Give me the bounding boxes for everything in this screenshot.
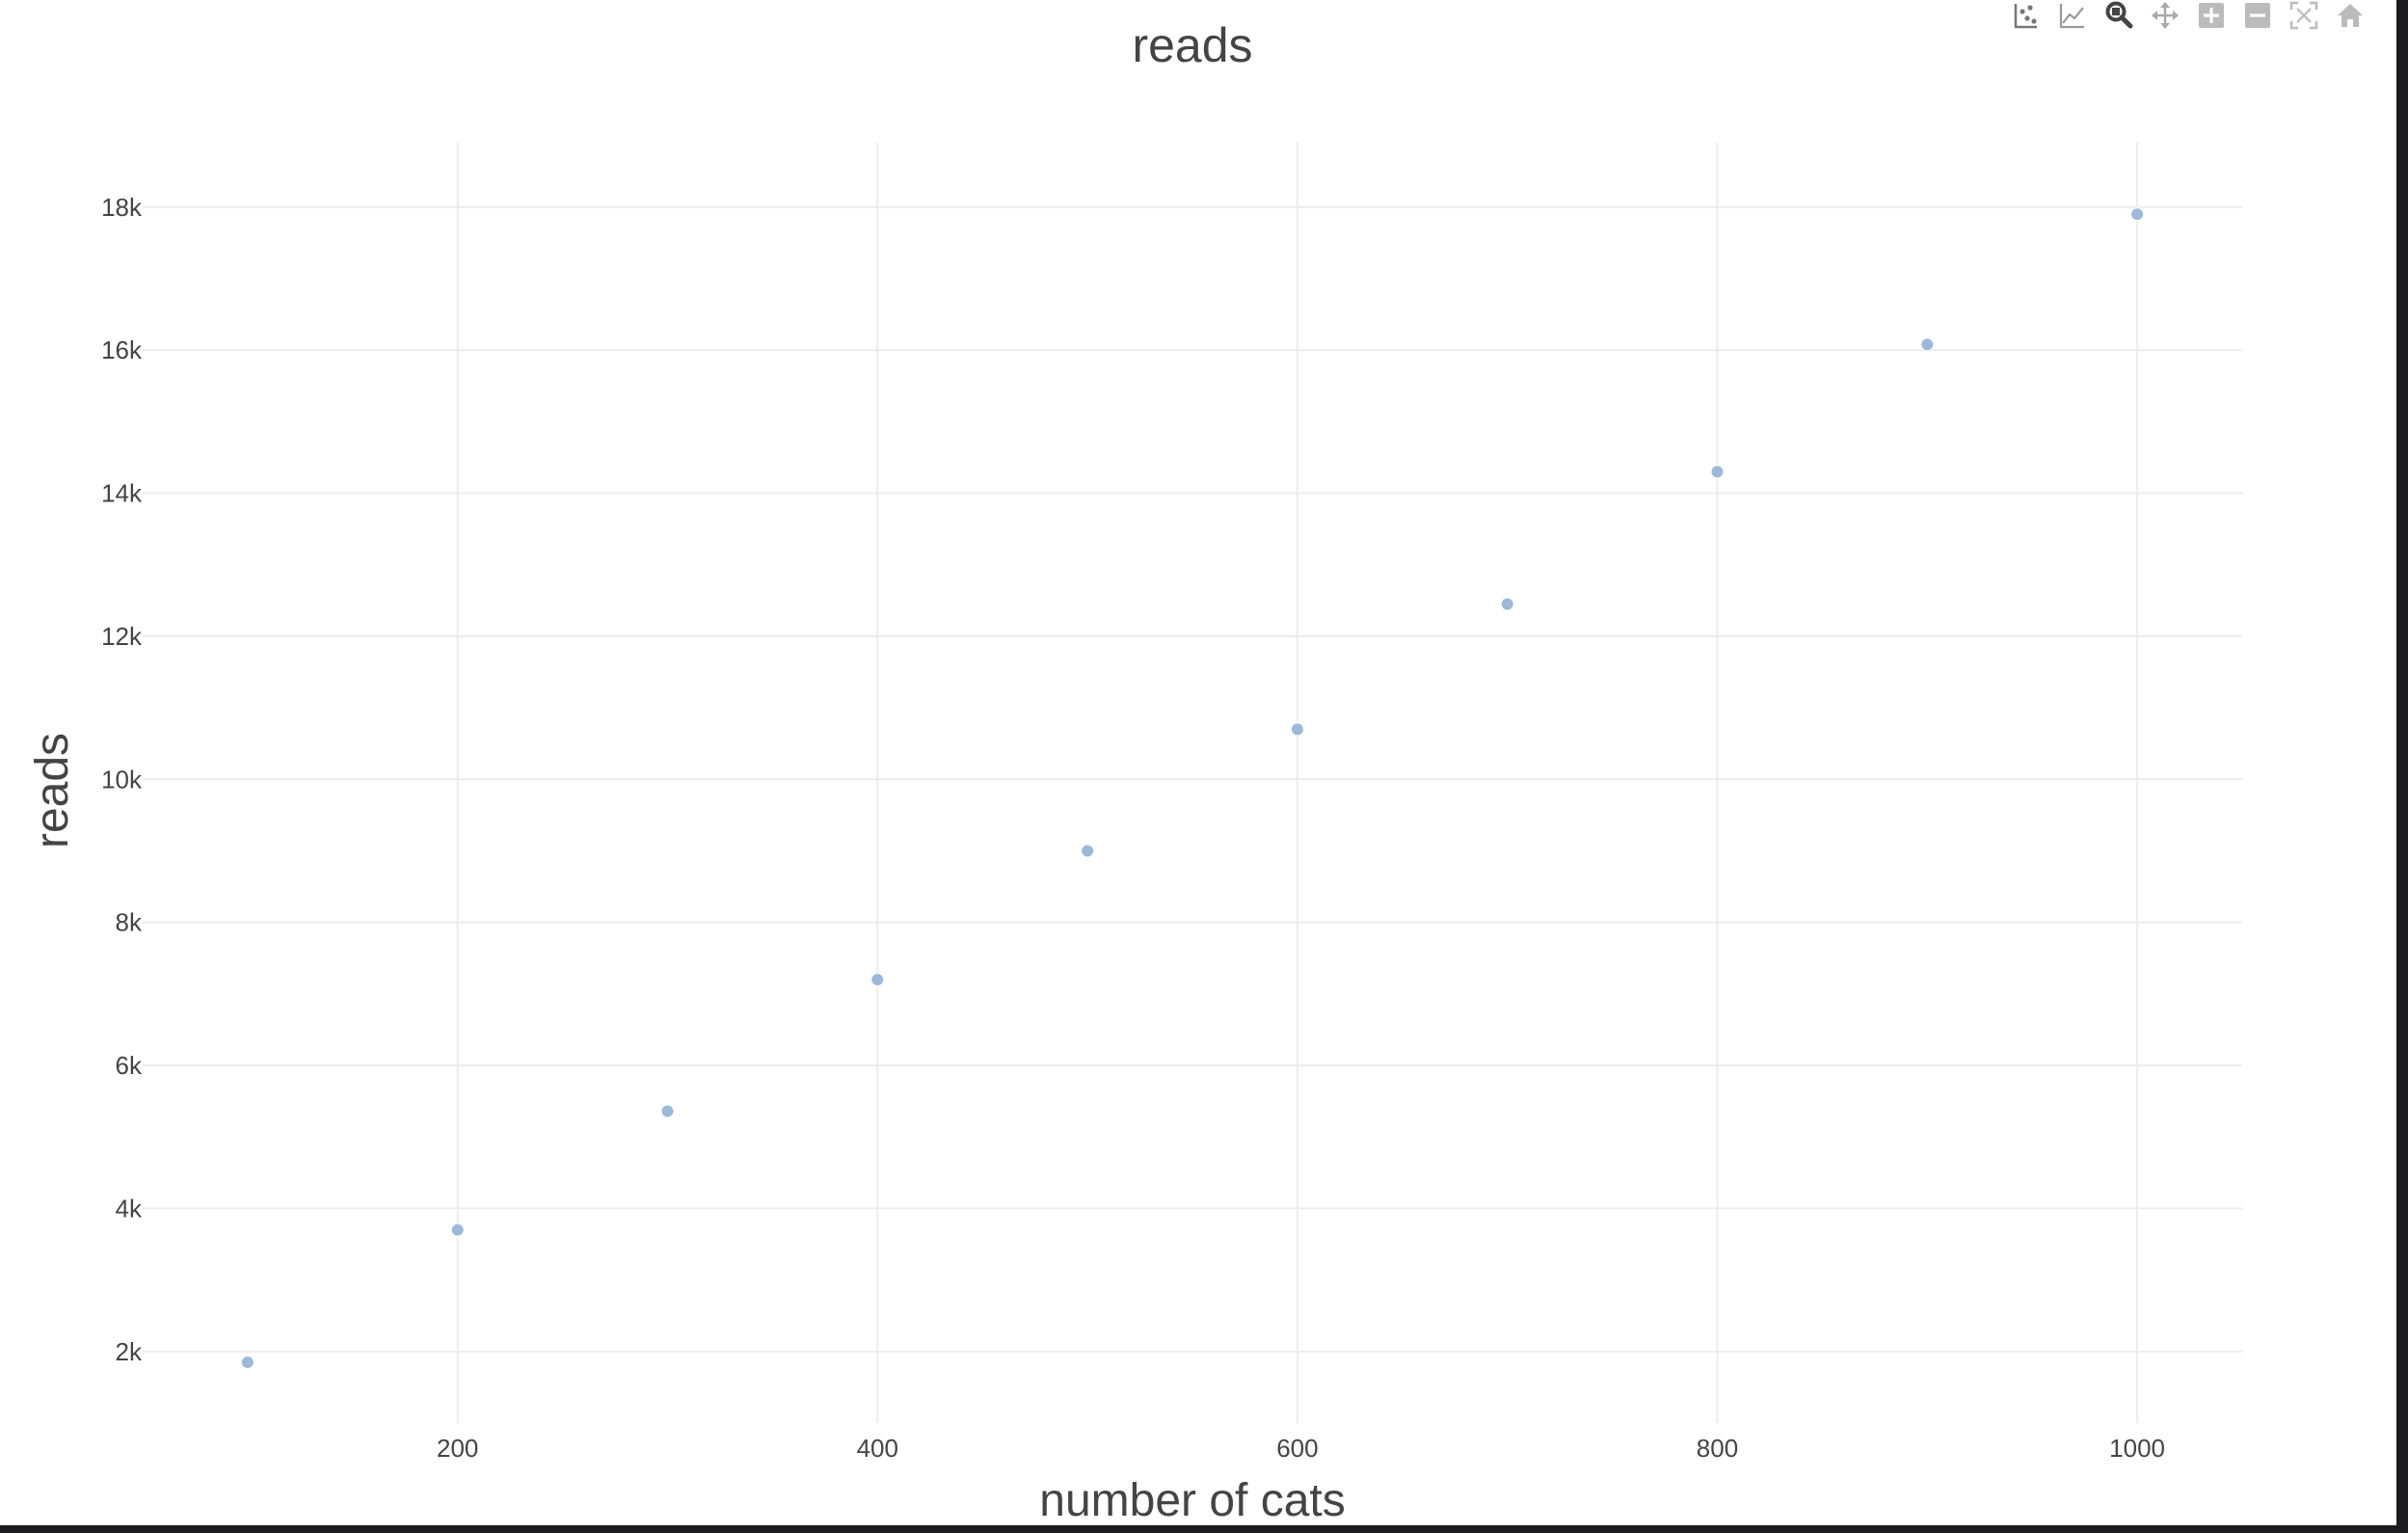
x-tick-label: 1000	[2109, 1434, 2165, 1463]
data-point[interactable]	[1710, 465, 1725, 479]
data-point[interactable]	[1920, 337, 1935, 352]
data-point[interactable]	[1081, 844, 1095, 858]
y-tick-label: 12k	[101, 622, 143, 651]
grid-lines	[143, 143, 2242, 1423]
x-tick-label: 400	[857, 1434, 898, 1463]
data-point[interactable]	[450, 1223, 465, 1237]
y-tick-label: 14k	[101, 479, 143, 508]
window-edge-bottom	[0, 1525, 2408, 1533]
y-tick-label: 4k	[116, 1194, 143, 1223]
select-icon[interactable]	[2010, 0, 2043, 31]
y-tick-label: 10k	[101, 765, 143, 793]
data-point[interactable]	[1500, 597, 1514, 611]
x-axis-title: number of cats	[1039, 1475, 1345, 1526]
data-point[interactable]	[660, 1104, 675, 1118]
y-axis-title: reads	[27, 733, 78, 848]
y-tick-label: 16k	[101, 336, 143, 364]
y-tick-label: 8k	[116, 908, 143, 937]
data-points[interactable]	[240, 207, 2145, 1369]
y-tick-label: 18k	[101, 193, 143, 222]
data-point[interactable]	[240, 1355, 254, 1369]
y-tick-label: 6k	[116, 1051, 143, 1080]
reset-home-icon[interactable]	[2334, 0, 2367, 31]
data-point[interactable]	[2130, 207, 2145, 222]
x-tick-labels: 200 400 600 800 1000	[437, 1434, 2165, 1463]
data-point[interactable]	[870, 973, 885, 987]
x-tick-label: 600	[1276, 1434, 1318, 1463]
x-tick-label: 800	[1697, 1434, 1738, 1463]
zoom-icon[interactable]	[2102, 0, 2135, 31]
y-tick-labels: 2k 4k 6k 8k 10k 12k 14k 16k 18k	[101, 193, 143, 1366]
chart-title: reads	[1132, 18, 1252, 72]
zoom-out-icon[interactable]	[2241, 0, 2274, 31]
x-tick-label: 200	[437, 1434, 478, 1463]
lasso-line-icon[interactable]	[2056, 0, 2089, 31]
data-point[interactable]	[1290, 722, 1304, 737]
autoscale-icon[interactable]	[2288, 0, 2320, 31]
plot-modebar	[2010, 0, 2367, 31]
window-edge-right	[2396, 0, 2408, 1533]
pan-icon[interactable]	[2149, 0, 2181, 31]
y-tick-label: 2k	[116, 1337, 143, 1366]
zoom-in-icon[interactable]	[2195, 0, 2228, 31]
